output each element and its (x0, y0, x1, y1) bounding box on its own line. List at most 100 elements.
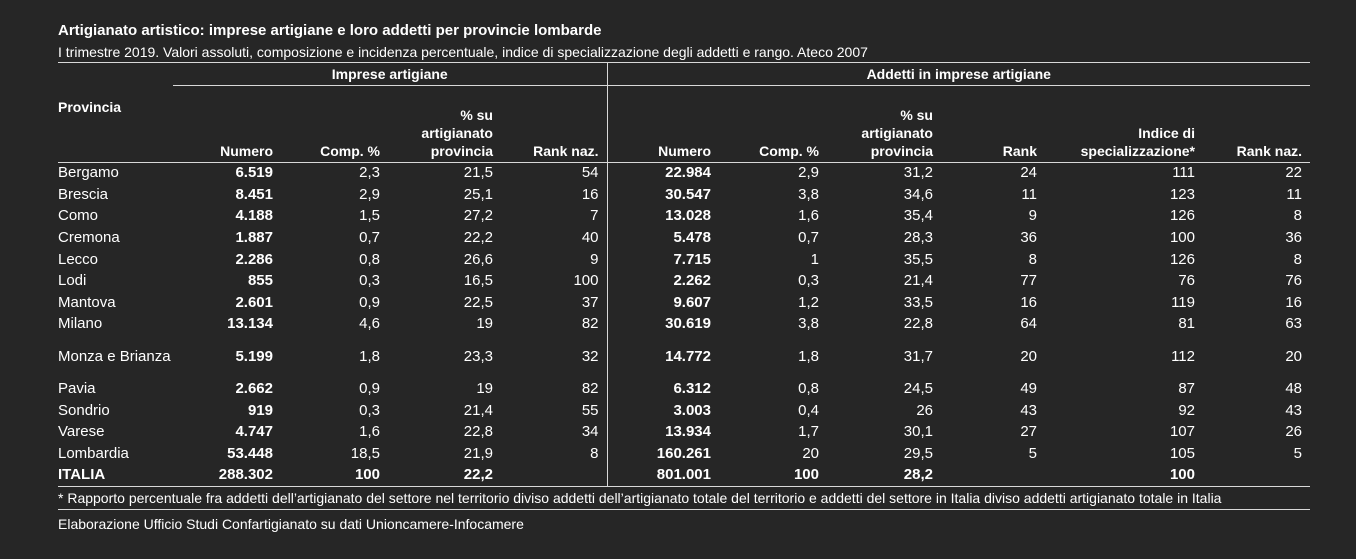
table-cell: 13.934 (665, 423, 711, 441)
table-cell: 1,2 (798, 293, 819, 311)
source-line: Elaborazione Ufficio Studi Confartigiana… (58, 516, 524, 533)
table-cell: 26,6 (463, 250, 493, 268)
table-cell: 0,4 (798, 401, 819, 419)
col-header-add-ranknaz: Rank naz. (1203, 85, 1310, 163)
table-cell: 20 (1285, 348, 1302, 366)
table-cell: 49 (1020, 380, 1037, 398)
row-label: Pavia (58, 380, 96, 398)
table-cell: 801.001 (656, 466, 711, 484)
table-cell: 0,3 (798, 272, 819, 290)
table-subtitle: I trimestre 2019. Valori assoluti, compo… (58, 42, 1310, 63)
table-figure: Artigianato artistico: imprese artigiane… (58, 20, 1310, 534)
table-cell: 21,4 (903, 272, 933, 290)
table-cell: 37 (501, 292, 608, 314)
table-cell: 11 (1021, 185, 1037, 203)
table-row: Pavia 2.662 0,9 19 82 6.312 0,8 24,5 49 87 48 (58, 378, 1310, 400)
row-label: Lombardia (58, 444, 129, 462)
table-cell: 64 (1020, 315, 1037, 333)
table-cell: 24,5 (903, 380, 933, 398)
table-cell: 1,8 (798, 348, 819, 366)
table-cell: 76 (1285, 272, 1302, 290)
col-header-imp-perc: % su artigianato provincia (388, 85, 501, 163)
table-cell: 4.188 (235, 207, 273, 225)
col-header-add-comp: Comp. % (719, 85, 827, 163)
table-cell: 160.261 (656, 444, 711, 462)
row-label: Sondrio (58, 401, 110, 419)
table-cell: 2.662 (235, 380, 273, 398)
table-cell: 2,3 (359, 164, 380, 182)
table-cell: 9 (501, 248, 608, 271)
row-label: Lecco (58, 250, 99, 268)
table-cell: 3,8 (798, 315, 819, 333)
table-cell: 2,9 (359, 185, 380, 203)
table-cell: 55 (501, 399, 608, 422)
table-row: Bergamo 6.519 2,3 21,5 54 22.984 2,9 31,2 24 111 2… (58, 162, 1310, 185)
table-cell: 21,4 (463, 401, 493, 419)
table-cell: 26 (1285, 423, 1302, 441)
table-cell: 0,7 (359, 229, 380, 247)
table-cell: 0,3 (359, 401, 380, 419)
group-header-empty (58, 63, 173, 86)
col-header-add-numero: Numero (607, 85, 719, 163)
table-cell: 20 (1020, 348, 1037, 366)
table-cell: 0,9 (359, 293, 380, 311)
table-cell: 1,5 (359, 207, 380, 225)
table-cell: 34 (501, 421, 608, 444)
table-cell: 34,6 (903, 185, 933, 203)
table-cell: 30.547 (665, 185, 711, 203)
table-cell: 22,2 (463, 466, 493, 484)
col-header-add-rank: Rank (941, 85, 1045, 163)
table-cell: 1,7 (798, 423, 819, 441)
table-cell (941, 465, 1045, 487)
table-cell: 111 (1172, 164, 1195, 182)
table-cell: 2.262 (673, 272, 711, 290)
col-header-imp-numero: Numero (173, 85, 281, 163)
table-cell: 30.619 (665, 315, 711, 333)
table-cell: 24 (1020, 164, 1037, 182)
table-cell: 22,5 (463, 293, 493, 311)
table-cell: 33,5 (903, 293, 933, 311)
table-cell: 48 (1285, 380, 1302, 398)
table-cell: 100 (354, 466, 380, 484)
table-cell: 19 (476, 380, 493, 398)
table-cell: 288.302 (218, 466, 273, 484)
table-cell (501, 464, 608, 487)
table-cell: 9.607 (673, 293, 711, 311)
table-cell: 100 (1169, 466, 1195, 484)
table-cell: 2.286 (235, 250, 273, 268)
table-cell: 8.451 (235, 185, 273, 203)
row-label: Mantova (58, 293, 116, 311)
table-cell: 107 (1169, 423, 1195, 441)
table-cell: 855 (247, 272, 273, 290)
table-cell: 13.134 (227, 315, 273, 333)
table-cell: 87 (1178, 380, 1195, 398)
table-cell: 8 (1293, 250, 1302, 268)
table-cell: 5 (1293, 444, 1302, 462)
table-cell: 22 (1285, 164, 1302, 182)
table-cell: 81 (1178, 315, 1195, 333)
table-cell: 8 (1028, 250, 1037, 268)
table-cell: 3.003 (673, 401, 711, 419)
table-cell: 36 (1020, 229, 1037, 247)
row-label: Brescia (58, 185, 109, 203)
table-cell: 112 (1171, 348, 1195, 366)
table-cell: 30,1 (903, 423, 933, 441)
table-cell (1203, 465, 1310, 487)
table-cell: 32 (501, 335, 608, 379)
table-cell: 11 (1286, 185, 1302, 203)
table-cell: 1,8 (359, 348, 380, 366)
table-row: Sondrio 919 0,3 21,4 55 3.003 0,4 26 43 92 43 (58, 399, 1310, 422)
table-cell: 0,8 (798, 380, 819, 398)
table-cell: 19 (476, 315, 493, 333)
table-cell: 43 (1020, 401, 1037, 419)
table-cell: 119 (1171, 293, 1195, 311)
table-cell: 77 (1020, 272, 1037, 290)
table-cell: 2,9 (798, 164, 819, 182)
table-cell: 21,9 (463, 444, 493, 462)
table-cell: 7 (501, 205, 608, 228)
col-header-provincia: Provincia (58, 85, 173, 163)
row-label: Cremona (58, 229, 120, 247)
table-cell: 0,9 (359, 380, 380, 398)
table-cell: 5.199 (235, 348, 273, 366)
table-cell: 63 (1285, 315, 1302, 333)
